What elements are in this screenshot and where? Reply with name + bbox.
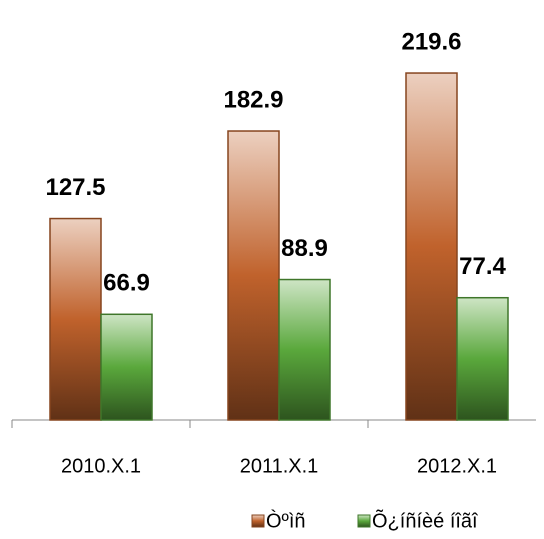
x-tick-label: 2011.X.1: [240, 455, 319, 477]
x-tick-label: 2012.X.1: [417, 455, 497, 477]
legend-label: Òºìñ: [266, 509, 306, 532]
value-label: 127.5: [45, 174, 105, 201]
bar: [405, 72, 458, 421]
x-tick-label: 2010.X.1: [61, 455, 141, 477]
value-label: 182.9: [223, 86, 283, 113]
bar: [227, 130, 280, 421]
legend-marker: [357, 514, 371, 528]
bar: [456, 296, 509, 421]
value-label: 66.9: [103, 270, 150, 297]
bar: [100, 313, 153, 421]
bar: [278, 278, 331, 421]
value-label: 88.9: [281, 235, 328, 262]
value-label: 219.6: [401, 28, 461, 55]
bar: [49, 217, 102, 421]
legend-label: Õ¿íñíèé íîãî: [372, 508, 479, 532]
value-label: 77.4: [459, 253, 506, 280]
legend-marker: [251, 514, 265, 528]
